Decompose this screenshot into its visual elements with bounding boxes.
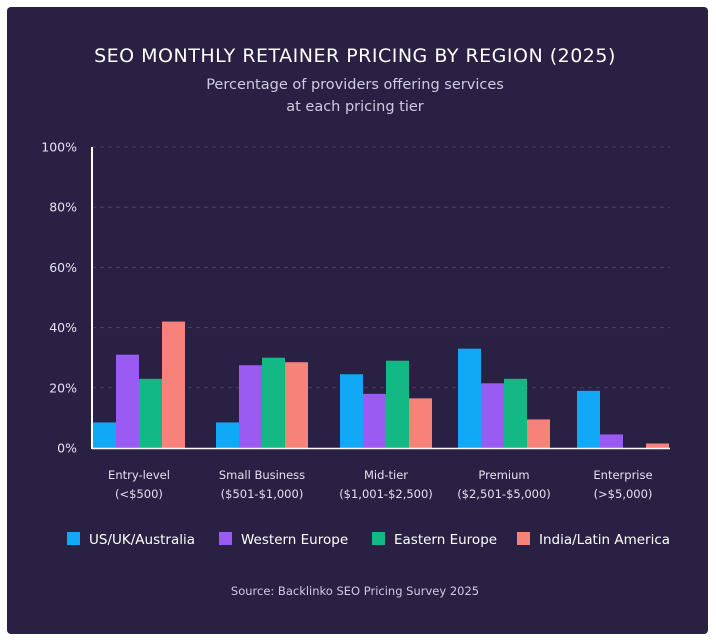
bar-eastern-europe-0 xyxy=(139,378,162,448)
bar-eastern-europe-1 xyxy=(262,357,285,448)
bar-us-uk-australia-0 xyxy=(93,422,116,448)
bar-india-latin-america-2 xyxy=(409,398,432,448)
bar-india-latin-america-4 xyxy=(646,443,669,448)
x-tick-label-sub: (>$5,000) xyxy=(594,487,653,501)
y-tick-label: 20% xyxy=(49,380,77,395)
y-tick-label: 100% xyxy=(41,140,77,155)
grid-lines xyxy=(92,146,670,389)
chart-title: SEO MONTHLY RETAINER PRICING BY REGION (… xyxy=(94,45,616,67)
legend-label: India/Latin America xyxy=(539,532,670,548)
legend: US/UK/Australia Western Europe Eastern Eur… xyxy=(67,532,670,548)
bar-western-europe-1 xyxy=(239,365,262,448)
legend-swatch xyxy=(372,532,385,545)
chart-subtitle-line-1: Percentage of providers offering service… xyxy=(206,77,504,93)
x-tick-label-sub: ($1,001-$2,500) xyxy=(339,487,433,501)
legend-label: US/UK/Australia xyxy=(89,532,195,548)
chart-source-note: Source: Backlinko SEO Pricing Survey 202… xyxy=(231,584,479,598)
y-tick-label: 60% xyxy=(49,260,77,275)
legend-label: Eastern Europe xyxy=(394,532,497,548)
bars xyxy=(93,321,669,448)
x-axis-tick-labels: Entry-level (<$500) Small Business ($501-$1… xyxy=(108,468,653,501)
bar-india-latin-america-0 xyxy=(162,321,185,448)
bar-western-europe-3 xyxy=(481,383,504,448)
bar-india-latin-america-3 xyxy=(527,419,550,448)
x-tick-label: Enterprise xyxy=(593,468,652,482)
bar-eastern-europe-2 xyxy=(386,360,409,448)
y-axis-tick-labels: 0% 20% 40% 60% 80% 100% xyxy=(41,140,77,456)
chart-card xyxy=(7,7,708,634)
bar-western-europe-4 xyxy=(600,434,623,448)
legend-swatch xyxy=(517,532,530,545)
x-tick-label-sub: (<$500) xyxy=(115,487,163,501)
x-tick-label: Small Business xyxy=(219,468,305,482)
bar-eastern-europe-3 xyxy=(504,378,527,448)
bar-us-uk-australia-2 xyxy=(340,374,363,448)
x-tick-label: Premium xyxy=(478,468,529,482)
legend-swatch xyxy=(67,532,80,545)
bar-india-latin-america-1 xyxy=(285,362,308,448)
bar-us-uk-australia-1 xyxy=(216,422,239,448)
x-tick-label-sub: ($2,501-$5,000) xyxy=(457,487,551,501)
legend-label: Western Europe xyxy=(241,532,348,548)
bar-us-uk-australia-3 xyxy=(458,348,481,448)
chart-subtitle-line-2: at each pricing tier xyxy=(286,99,424,115)
bar-us-uk-australia-4 xyxy=(577,390,600,448)
y-tick-label: 80% xyxy=(49,200,77,215)
bar-western-europe-2 xyxy=(363,393,386,448)
x-tick-label: Entry-level xyxy=(108,468,170,482)
x-tick-label: Mid-tier xyxy=(364,468,408,482)
y-tick-label: 0% xyxy=(57,441,77,456)
bar-western-europe-0 xyxy=(116,354,139,448)
x-tick-label-sub: ($501-$1,000) xyxy=(221,487,304,501)
y-tick-label: 40% xyxy=(49,320,77,335)
legend-swatch xyxy=(219,532,232,545)
